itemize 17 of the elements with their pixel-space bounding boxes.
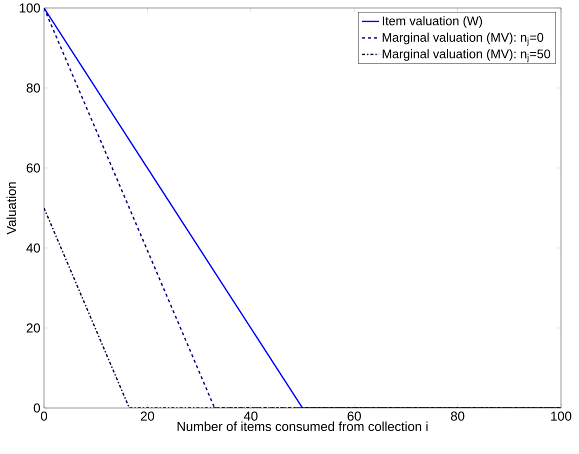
x-tick-label: 40 — [244, 412, 258, 421]
x-tick-label: 0 — [40, 412, 48, 421]
y-tick-label: 80 — [26, 83, 40, 93]
x-tick-label: 80 — [450, 412, 464, 421]
x-axis-title: Number of items consumed from collection i — [178, 422, 428, 432]
x-tick-label: 20 — [140, 412, 154, 421]
y-tick-label: 100 — [20, 3, 40, 13]
y-tick-label: 60 — [26, 163, 40, 173]
y-tick-label: 40 — [26, 243, 40, 253]
x-tick-label: 100 — [551, 412, 572, 421]
y-tick-label: 20 — [26, 323, 40, 333]
x-tick-label: 60 — [348, 412, 361, 421]
legend-label: Marginal valuation (MV): n$_{j}$=0 — [382, 32, 544, 46]
legend-label: Item valuation (W) — [382, 16, 482, 28]
y-axis-title: Valuation — [6, 182, 16, 234]
legend-label: Marginal valuation (MV): n$_{j}$=50 — [382, 49, 550, 62]
y-tick-label: 0 — [34, 403, 40, 413]
